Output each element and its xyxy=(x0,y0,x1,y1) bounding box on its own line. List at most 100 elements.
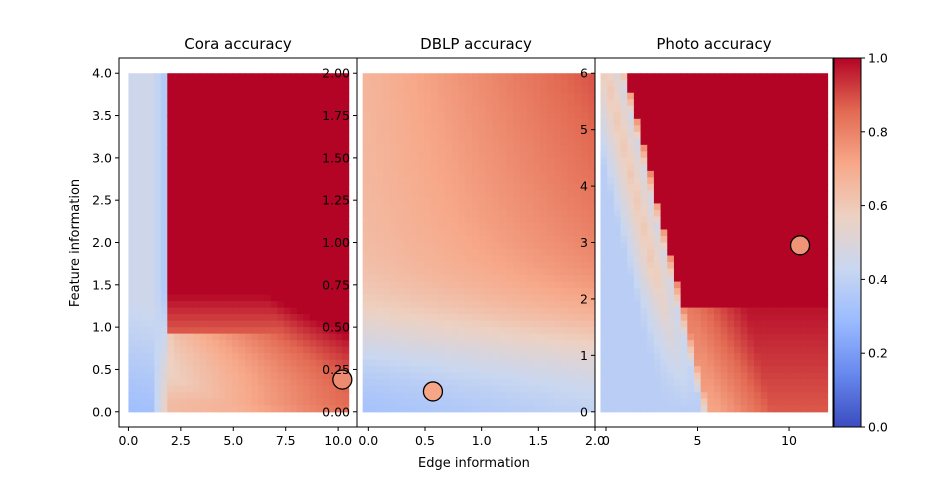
heatmap-cell xyxy=(472,203,480,211)
heatmap-cell xyxy=(647,229,655,237)
heatmap-cell xyxy=(180,112,188,120)
heatmap-cell xyxy=(316,249,324,257)
heatmap-cell xyxy=(376,320,384,328)
heatmap-cell xyxy=(707,235,715,244)
heatmap-cell xyxy=(403,340,412,348)
heatmap-cell xyxy=(290,235,298,244)
heatmap-cell xyxy=(787,125,795,133)
heatmap-cell xyxy=(296,190,304,198)
heatmap-cell xyxy=(403,242,412,250)
heatmap-cell xyxy=(620,190,628,198)
heatmap-cell xyxy=(633,314,642,322)
heatmap-cell xyxy=(417,131,425,139)
heatmap-cell xyxy=(342,385,350,393)
heatmap-cell xyxy=(335,157,343,165)
heatmap-cell xyxy=(554,262,562,270)
heatmap-cell xyxy=(820,118,829,126)
heatmap-cell xyxy=(245,112,253,120)
heatmap-cell xyxy=(219,249,227,257)
heatmap-cell xyxy=(303,144,311,152)
heatmap-cell xyxy=(309,346,317,354)
heatmap-cell xyxy=(767,235,775,244)
heatmap-cell xyxy=(251,125,259,133)
heatmap-cell xyxy=(613,86,622,94)
heatmap-cell xyxy=(206,320,214,328)
heatmap-cell xyxy=(734,229,742,237)
heatmap-cell xyxy=(519,327,528,335)
heatmap-cell xyxy=(296,268,304,276)
heatmap-cell xyxy=(245,131,253,139)
heatmap-cell xyxy=(581,164,589,172)
heatmap-cell xyxy=(720,281,728,289)
heatmap-cell xyxy=(206,307,214,315)
heatmap-cell xyxy=(707,144,715,152)
heatmap-cell xyxy=(390,320,398,328)
heatmap-cell xyxy=(492,405,500,413)
heatmap-cell xyxy=(134,170,142,178)
heatmap-cell xyxy=(667,294,675,302)
heatmap-cell xyxy=(533,353,541,361)
heatmap-cell xyxy=(807,92,815,100)
heatmap-cell xyxy=(316,164,324,172)
heatmap-cell xyxy=(245,86,253,94)
heatmap-cell xyxy=(734,92,742,100)
heatmap-cell xyxy=(303,242,311,250)
heatmap-cell xyxy=(485,398,494,406)
heatmap-cell xyxy=(322,183,330,192)
heatmap-cell xyxy=(173,307,181,315)
heatmap-cell xyxy=(193,242,201,250)
heatmap-cell xyxy=(186,392,194,400)
heatmap-cell xyxy=(727,125,735,133)
heatmap-cell xyxy=(513,216,521,224)
heatmap-cell xyxy=(390,327,398,335)
heatmap-cell xyxy=(693,99,702,107)
heatmap-cell xyxy=(232,112,240,120)
heatmap-cell xyxy=(707,288,715,296)
heatmap-cell xyxy=(478,255,487,263)
heatmap-cell xyxy=(533,99,541,107)
heatmap-cell xyxy=(186,144,194,152)
heatmap-cell xyxy=(173,209,181,218)
heatmap-cell xyxy=(787,118,795,126)
heatmap-cell xyxy=(199,288,207,296)
heatmap-cell xyxy=(465,301,473,309)
heatmap-cell xyxy=(296,346,304,354)
heatmap-cell xyxy=(767,281,775,289)
heatmap-cell xyxy=(767,170,775,178)
heatmap-cell xyxy=(814,177,822,185)
heatmap-cell xyxy=(760,314,769,322)
heatmap-cell xyxy=(283,372,291,380)
heatmap-cell xyxy=(673,327,682,335)
heatmap-cell xyxy=(787,268,795,276)
heatmap-cell xyxy=(390,164,398,172)
heatmap-cell xyxy=(607,222,615,231)
heatmap-cell xyxy=(316,346,324,354)
heatmap-cell xyxy=(700,255,708,263)
heatmap-cell xyxy=(465,157,473,165)
heatmap-cell xyxy=(526,275,535,283)
heatmap-cell xyxy=(673,216,682,224)
heatmap-cell xyxy=(740,196,748,205)
heatmap-cell xyxy=(173,249,181,257)
heatmap-cell xyxy=(707,138,715,146)
heatmap-cell xyxy=(444,99,453,107)
heatmap-cell xyxy=(424,99,432,107)
heatmap-cell xyxy=(465,222,473,231)
heatmap-cell xyxy=(800,216,809,224)
heatmap-cell xyxy=(547,398,555,406)
heatmap-cell xyxy=(554,164,562,172)
heatmap-cell xyxy=(653,275,662,283)
heatmap-cell xyxy=(303,177,311,185)
heatmap-cell xyxy=(167,170,175,178)
heatmap-cell xyxy=(499,209,507,218)
heatmap-cell xyxy=(186,105,194,113)
heatmap-cell xyxy=(458,405,466,413)
heatmap-cell xyxy=(383,314,391,322)
heatmap-cell xyxy=(760,73,769,81)
heatmap-cell xyxy=(369,346,377,354)
heatmap-cell xyxy=(329,92,337,100)
heatmap-cell xyxy=(417,353,425,361)
heatmap-cell xyxy=(251,392,259,400)
heatmap-cell xyxy=(588,151,595,159)
heatmap-cell xyxy=(290,262,298,270)
